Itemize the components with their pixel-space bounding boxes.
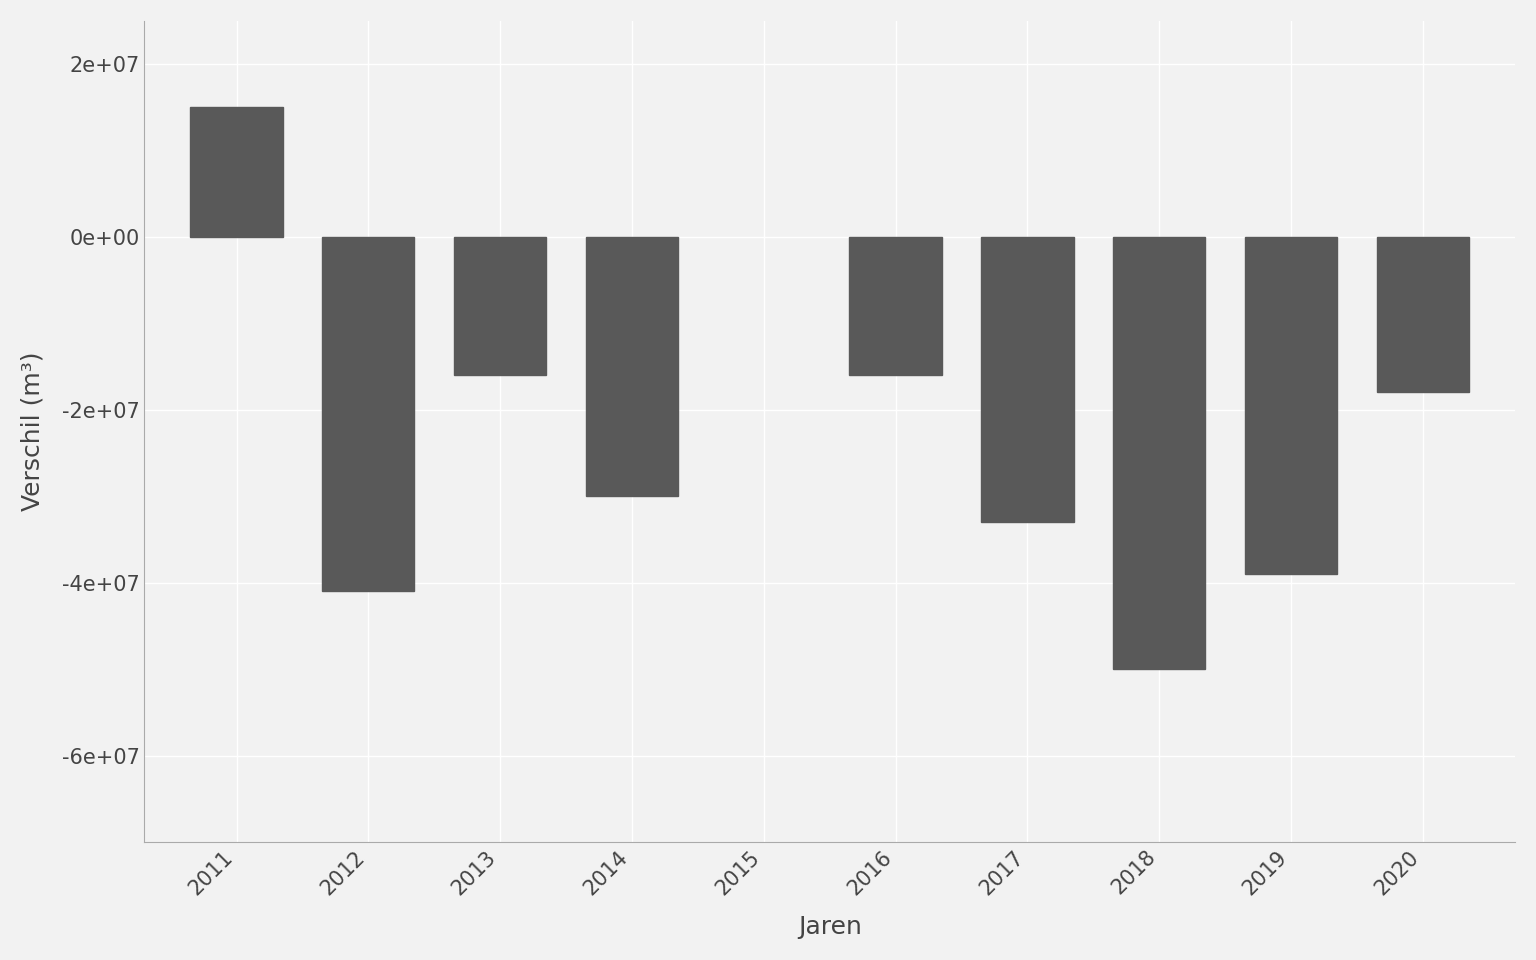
- Bar: [323, 237, 415, 591]
- Bar: [1376, 237, 1468, 393]
- Y-axis label: Verschil (m³): Verschil (m³): [22, 351, 45, 511]
- Bar: [849, 237, 942, 375]
- X-axis label: Jaren: Jaren: [797, 915, 862, 939]
- Bar: [585, 237, 677, 496]
- Bar: [1114, 237, 1206, 669]
- Bar: [982, 237, 1074, 522]
- Bar: [455, 237, 547, 375]
- Bar: [190, 108, 283, 237]
- Bar: [1246, 237, 1338, 574]
